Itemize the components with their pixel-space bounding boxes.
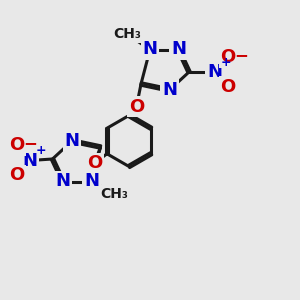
- Text: O: O: [220, 78, 236, 96]
- Text: N: N: [22, 152, 38, 169]
- Text: CH₃: CH₃: [100, 187, 128, 200]
- Text: O: O: [129, 98, 144, 116]
- Text: N: N: [142, 40, 158, 58]
- Text: N: N: [207, 63, 222, 81]
- Text: +: +: [36, 145, 46, 158]
- Text: N: N: [56, 172, 70, 190]
- Text: N: N: [84, 172, 99, 190]
- Text: −: −: [235, 46, 248, 64]
- Text: N: N: [64, 132, 80, 150]
- Text: O: O: [87, 154, 102, 172]
- Text: O: O: [9, 167, 24, 184]
- Text: +: +: [220, 56, 231, 69]
- Text: −: −: [23, 134, 37, 152]
- Text: N: N: [162, 81, 177, 99]
- Text: CH₃: CH₃: [114, 28, 141, 41]
- Text: O: O: [9, 136, 24, 154]
- Text: O: O: [220, 48, 236, 66]
- Text: N: N: [171, 40, 186, 58]
